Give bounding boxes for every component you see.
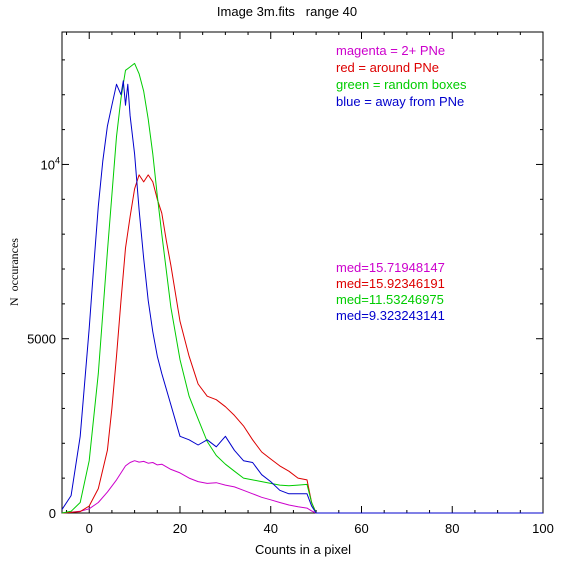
median-annotation: med=11.53246975 (336, 292, 444, 307)
series-line-2 (61, 62, 543, 514)
x-axis-label: Counts in a pixel (255, 542, 351, 557)
series-line-1 (61, 174, 543, 514)
median-annotation: med=15.92346191 (336, 276, 445, 291)
chart-title: Image 3m.fits range 40 (217, 4, 357, 19)
x-tick-label: 80 (445, 521, 459, 536)
x-axis-ticks: 0 20 40 60 80 100 (66, 32, 554, 536)
series-line-0 (61, 460, 543, 514)
series-lines (61, 62, 543, 514)
x-tick-label: 0 (86, 521, 93, 536)
median-annotation: med=15.71948147 (336, 260, 445, 275)
y-tick-label: 0 (49, 506, 56, 521)
x-tick-label: 40 (264, 521, 278, 536)
legend-entry: blue = away from PNe (336, 94, 464, 109)
y-axis-ticks: 0 5000 104 (27, 59, 543, 521)
series-line-3 (61, 80, 543, 514)
x-tick-label: 60 (354, 521, 368, 536)
legend-entry: red = around PNe (336, 60, 439, 75)
legend-entry: magenta = 2+ PNe (336, 43, 445, 58)
x-tick-label: 20 (173, 521, 187, 536)
legend: magenta = 2+ PNe red = around PNe green = … (336, 43, 467, 109)
y-tick-label-exponent: 4 (55, 155, 60, 165)
median-annotations: med=15.71948147med=15.92346191med=11.532… (336, 260, 445, 323)
y-tick-label-base: 10 (41, 157, 55, 172)
median-annotation: med=9.323243141 (336, 308, 445, 323)
y-axis-label: N occurances (7, 238, 21, 306)
y-tick-label: 104 (41, 155, 60, 172)
legend-entry: green = random boxes (336, 77, 467, 92)
y-tick-label: 5000 (27, 332, 56, 347)
x-tick-label: 100 (532, 521, 554, 536)
plot-frame (61, 31, 544, 514)
